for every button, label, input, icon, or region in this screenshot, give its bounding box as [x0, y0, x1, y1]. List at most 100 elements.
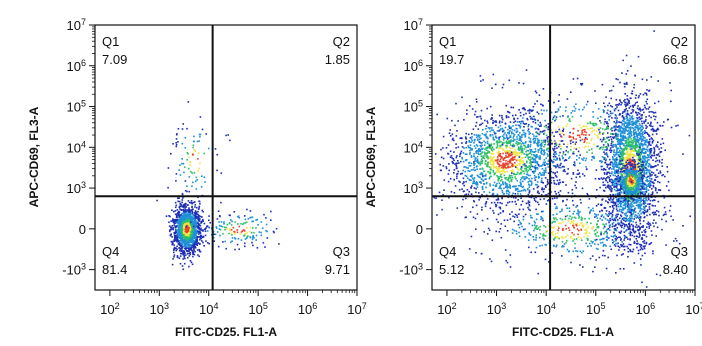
event-dot	[508, 146, 511, 149]
event-dot	[561, 166, 564, 168]
event-dot	[634, 128, 637, 131]
event-dot	[187, 234, 190, 236]
event-dot	[471, 148, 473, 150]
event-dot	[639, 210, 641, 213]
event-dot	[529, 174, 531, 177]
event-dot	[188, 218, 190, 221]
event-dot	[624, 137, 626, 139]
quadrant-q1-percent: 7.09	[102, 52, 127, 67]
event-dot	[465, 159, 467, 162]
event-dot	[613, 121, 615, 123]
event-dot	[637, 212, 640, 215]
event-dot	[643, 197, 645, 200]
event-dot	[632, 155, 635, 157]
event-dot	[613, 184, 615, 186]
event-dot	[543, 129, 546, 132]
event-dot	[194, 238, 197, 241]
event-dot	[191, 221, 194, 223]
event-dot	[622, 139, 625, 141]
event-dot	[179, 202, 182, 205]
event-dot	[468, 105, 471, 107]
event-dot	[632, 150, 635, 152]
event-dot	[251, 241, 253, 244]
event-dot	[450, 191, 453, 193]
event-dot	[536, 168, 539, 170]
event-dot	[502, 162, 505, 165]
event-dot	[643, 186, 645, 189]
event-dot	[181, 158, 183, 160]
event-dot	[186, 236, 189, 238]
event-dot	[183, 249, 185, 252]
event-dot	[652, 159, 654, 161]
event-dot	[174, 201, 177, 204]
event-dot	[176, 214, 178, 216]
event-dot	[180, 204, 182, 206]
event-dot	[475, 150, 478, 152]
event-dot	[526, 171, 529, 173]
event-dot	[535, 161, 537, 164]
event-dot	[179, 224, 182, 227]
x-tick-label: 107	[347, 301, 366, 317]
event-dot	[506, 156, 509, 158]
event-dot	[511, 165, 514, 167]
event-dot	[499, 160, 502, 163]
event-dot	[529, 141, 532, 144]
event-dot	[519, 142, 521, 144]
event-dot	[659, 172, 662, 174]
event-dot	[192, 232, 195, 234]
event-dot	[198, 200, 201, 203]
event-dot	[192, 247, 195, 249]
event-dot	[640, 153, 642, 156]
event-dot	[244, 242, 246, 245]
event-dot	[236, 231, 239, 234]
event-dot	[169, 215, 171, 218]
event-dot	[188, 265, 190, 268]
event-dot	[635, 117, 638, 119]
event-dot	[507, 163, 510, 165]
event-dot	[505, 167, 507, 169]
event-dot	[614, 238, 617, 240]
event-dot	[192, 237, 195, 239]
event-dot	[566, 198, 568, 201]
event-dot	[510, 180, 513, 183]
event-dot	[538, 165, 541, 168]
event-dot	[528, 108, 531, 111]
event-dot	[512, 114, 514, 117]
event-dot	[564, 153, 567, 156]
event-dot	[649, 148, 652, 150]
event-dot	[586, 193, 589, 195]
event-dot	[616, 147, 618, 149]
event-dot	[469, 151, 471, 154]
event-dot	[183, 222, 185, 224]
event-dot	[530, 168, 533, 171]
event-dot	[616, 120, 618, 122]
event-dot	[660, 147, 663, 149]
event-dot	[476, 145, 479, 147]
event-dot	[187, 232, 190, 234]
event-dot	[499, 206, 501, 209]
event-dot	[525, 176, 527, 178]
event-dot	[504, 181, 507, 184]
event-dot	[525, 170, 527, 172]
event-dot	[464, 170, 466, 173]
event-dot	[621, 141, 623, 144]
event-dot	[636, 191, 638, 194]
event-dot	[634, 104, 636, 106]
event-dot	[506, 183, 508, 185]
event-dot	[631, 146, 633, 148]
event-dot	[156, 199, 158, 202]
event-dot	[251, 220, 253, 223]
event-dot	[463, 181, 465, 184]
event-dot	[170, 228, 173, 230]
event-dot	[539, 198, 542, 201]
event-dot	[521, 142, 524, 144]
event-dot	[475, 98, 478, 101]
event-dot	[605, 163, 608, 166]
event-dot	[190, 235, 193, 238]
event-dot	[522, 185, 525, 188]
event-dot	[183, 215, 186, 218]
event-dot	[483, 134, 486, 136]
event-dot	[613, 159, 616, 161]
event-dot	[647, 197, 650, 199]
event-dot	[174, 235, 177, 237]
